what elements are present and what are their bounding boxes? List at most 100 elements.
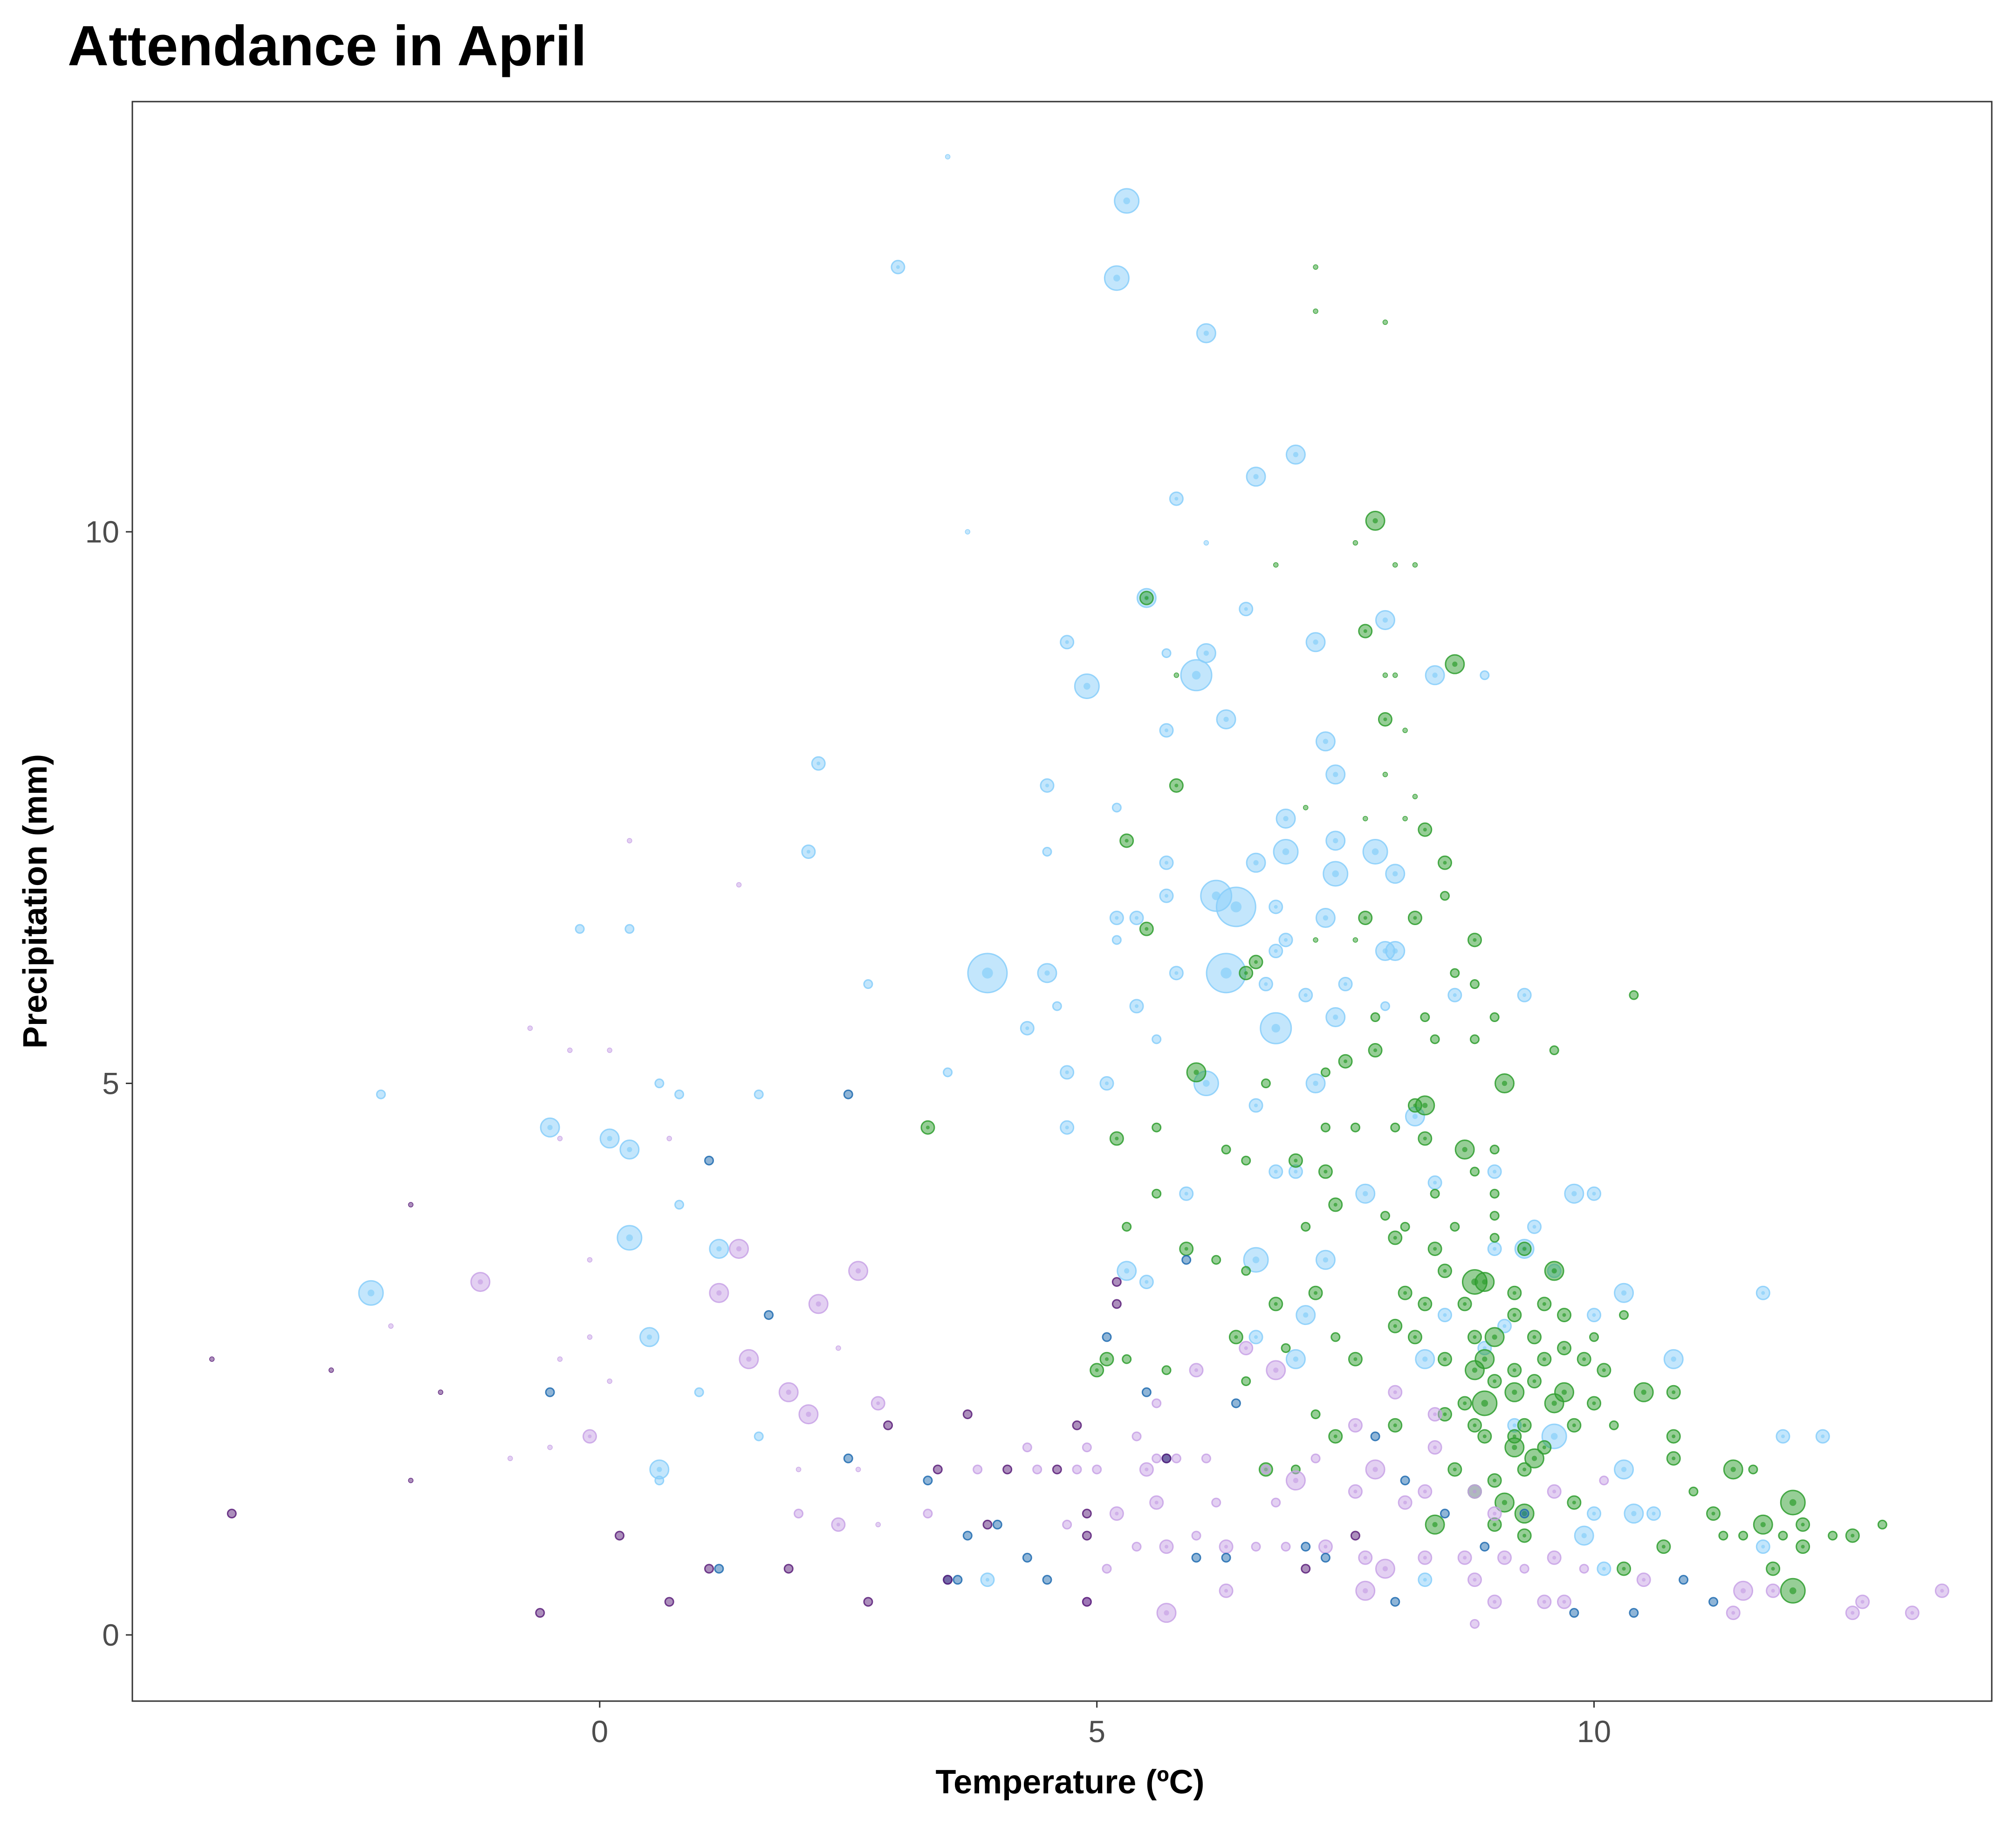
data-point	[607, 1047, 612, 1053]
y-tick-label: 0	[102, 1618, 119, 1652]
data-point-center	[1433, 1247, 1437, 1251]
data-point-center	[1502, 1500, 1508, 1505]
data-point	[209, 1356, 215, 1362]
data-point	[992, 1519, 1002, 1530]
data-point-center	[1313, 639, 1318, 645]
data-point	[1629, 1608, 1639, 1618]
data-point-center	[1453, 1467, 1457, 1471]
data-point	[408, 1202, 414, 1208]
data-point-center	[1353, 1357, 1358, 1361]
data-point	[1679, 1575, 1689, 1585]
data-point-center	[1582, 1357, 1586, 1361]
data-point	[1519, 1509, 1529, 1519]
data-point-center	[1482, 1356, 1488, 1362]
data-point	[1382, 673, 1388, 678]
data-point-center	[1363, 1191, 1368, 1196]
data-point	[855, 1467, 861, 1472]
data-point-center	[1512, 1313, 1516, 1317]
data-point	[1032, 1464, 1042, 1475]
data-point-center	[1412, 1113, 1418, 1119]
data-point	[507, 1455, 513, 1462]
data-point-center	[1393, 1423, 1397, 1428]
data-point-center	[1274, 1302, 1278, 1306]
data-point-center	[1552, 1490, 1557, 1494]
data-point-center	[1271, 1023, 1280, 1033]
data-point-center	[1493, 1478, 1497, 1483]
data-point-center	[1622, 1566, 1626, 1571]
data-point	[654, 1476, 665, 1486]
data-point-center	[1433, 1412, 1437, 1416]
data-point-center	[1522, 1247, 1527, 1251]
data-point	[1111, 1277, 1122, 1287]
data-point	[962, 1531, 973, 1541]
data-point	[1352, 937, 1358, 943]
data-point-center	[1672, 1390, 1676, 1394]
data-point	[1310, 1453, 1321, 1463]
data-point-center	[1135, 1004, 1139, 1008]
data-point-center	[1592, 1313, 1596, 1317]
data-point	[863, 1597, 873, 1607]
data-point	[674, 1200, 685, 1210]
data-point	[1251, 1542, 1261, 1552]
data-point-center	[1562, 1599, 1566, 1604]
data-point-center	[1065, 640, 1069, 644]
data-point-center	[1203, 650, 1209, 656]
data-point-center	[855, 1268, 861, 1274]
data-point	[1201, 1453, 1211, 1463]
data-point	[1363, 816, 1368, 822]
data-point	[1313, 937, 1318, 943]
data-point-center	[1363, 629, 1367, 633]
data-point	[575, 924, 585, 934]
data-point-center	[1602, 1566, 1606, 1571]
data-point-center	[1423, 1490, 1427, 1494]
data-point-center	[1502, 1324, 1507, 1328]
data-point	[388, 1323, 394, 1329]
data-point	[1042, 846, 1052, 857]
data-point-center	[1422, 1103, 1428, 1108]
data-point	[1211, 1497, 1221, 1508]
data-point	[1122, 1222, 1132, 1232]
data-point	[1420, 1012, 1430, 1023]
data-point-center	[746, 1356, 752, 1362]
data-point	[1688, 1486, 1699, 1496]
data-point	[1450, 968, 1460, 978]
data-point	[795, 1467, 802, 1472]
data-point-center	[1145, 596, 1149, 600]
data-point-center	[1851, 1611, 1855, 1615]
data-point-center	[1403, 1291, 1407, 1295]
chart-title: Attendance in April	[68, 14, 587, 77]
data-point-center	[607, 1136, 612, 1141]
data-point-center	[926, 1126, 930, 1130]
data-point-center	[1801, 1545, 1805, 1549]
data-point	[1579, 1564, 1589, 1574]
data-point	[704, 1564, 714, 1574]
data-point	[1320, 1552, 1330, 1563]
data-point-center	[1323, 915, 1329, 921]
data-point-center	[1473, 1335, 1477, 1339]
data-point	[1412, 562, 1418, 568]
data-point	[1310, 1409, 1321, 1420]
data-point	[1430, 1188, 1440, 1199]
data-point-center	[1224, 1545, 1228, 1549]
data-point-center	[1230, 901, 1242, 913]
axes: 0 5 10 0 5 10	[85, 515, 1611, 1749]
data-point-center	[1621, 1290, 1627, 1296]
data-point	[764, 1310, 774, 1320]
data-point	[1469, 1034, 1480, 1044]
data-point-center	[1333, 1434, 1337, 1438]
data-point-center	[1940, 1589, 1944, 1593]
y-axis-title: Precipitation (mm)	[17, 754, 54, 1049]
data-point-center	[1223, 716, 1229, 722]
data-point	[1828, 1531, 1838, 1541]
data-point	[527, 1025, 533, 1031]
data-point-center	[1363, 1588, 1368, 1593]
data-point-center	[836, 1523, 840, 1527]
data-point-center	[1463, 1556, 1467, 1560]
data-point-center	[1393, 1390, 1397, 1394]
x-tick-label: 0	[591, 1714, 608, 1749]
data-point-center	[1393, 1236, 1397, 1240]
data-point-center	[1382, 617, 1388, 623]
data-point-center	[1910, 1611, 1914, 1615]
data-point	[1052, 1001, 1062, 1011]
data-point-center	[1165, 894, 1169, 898]
